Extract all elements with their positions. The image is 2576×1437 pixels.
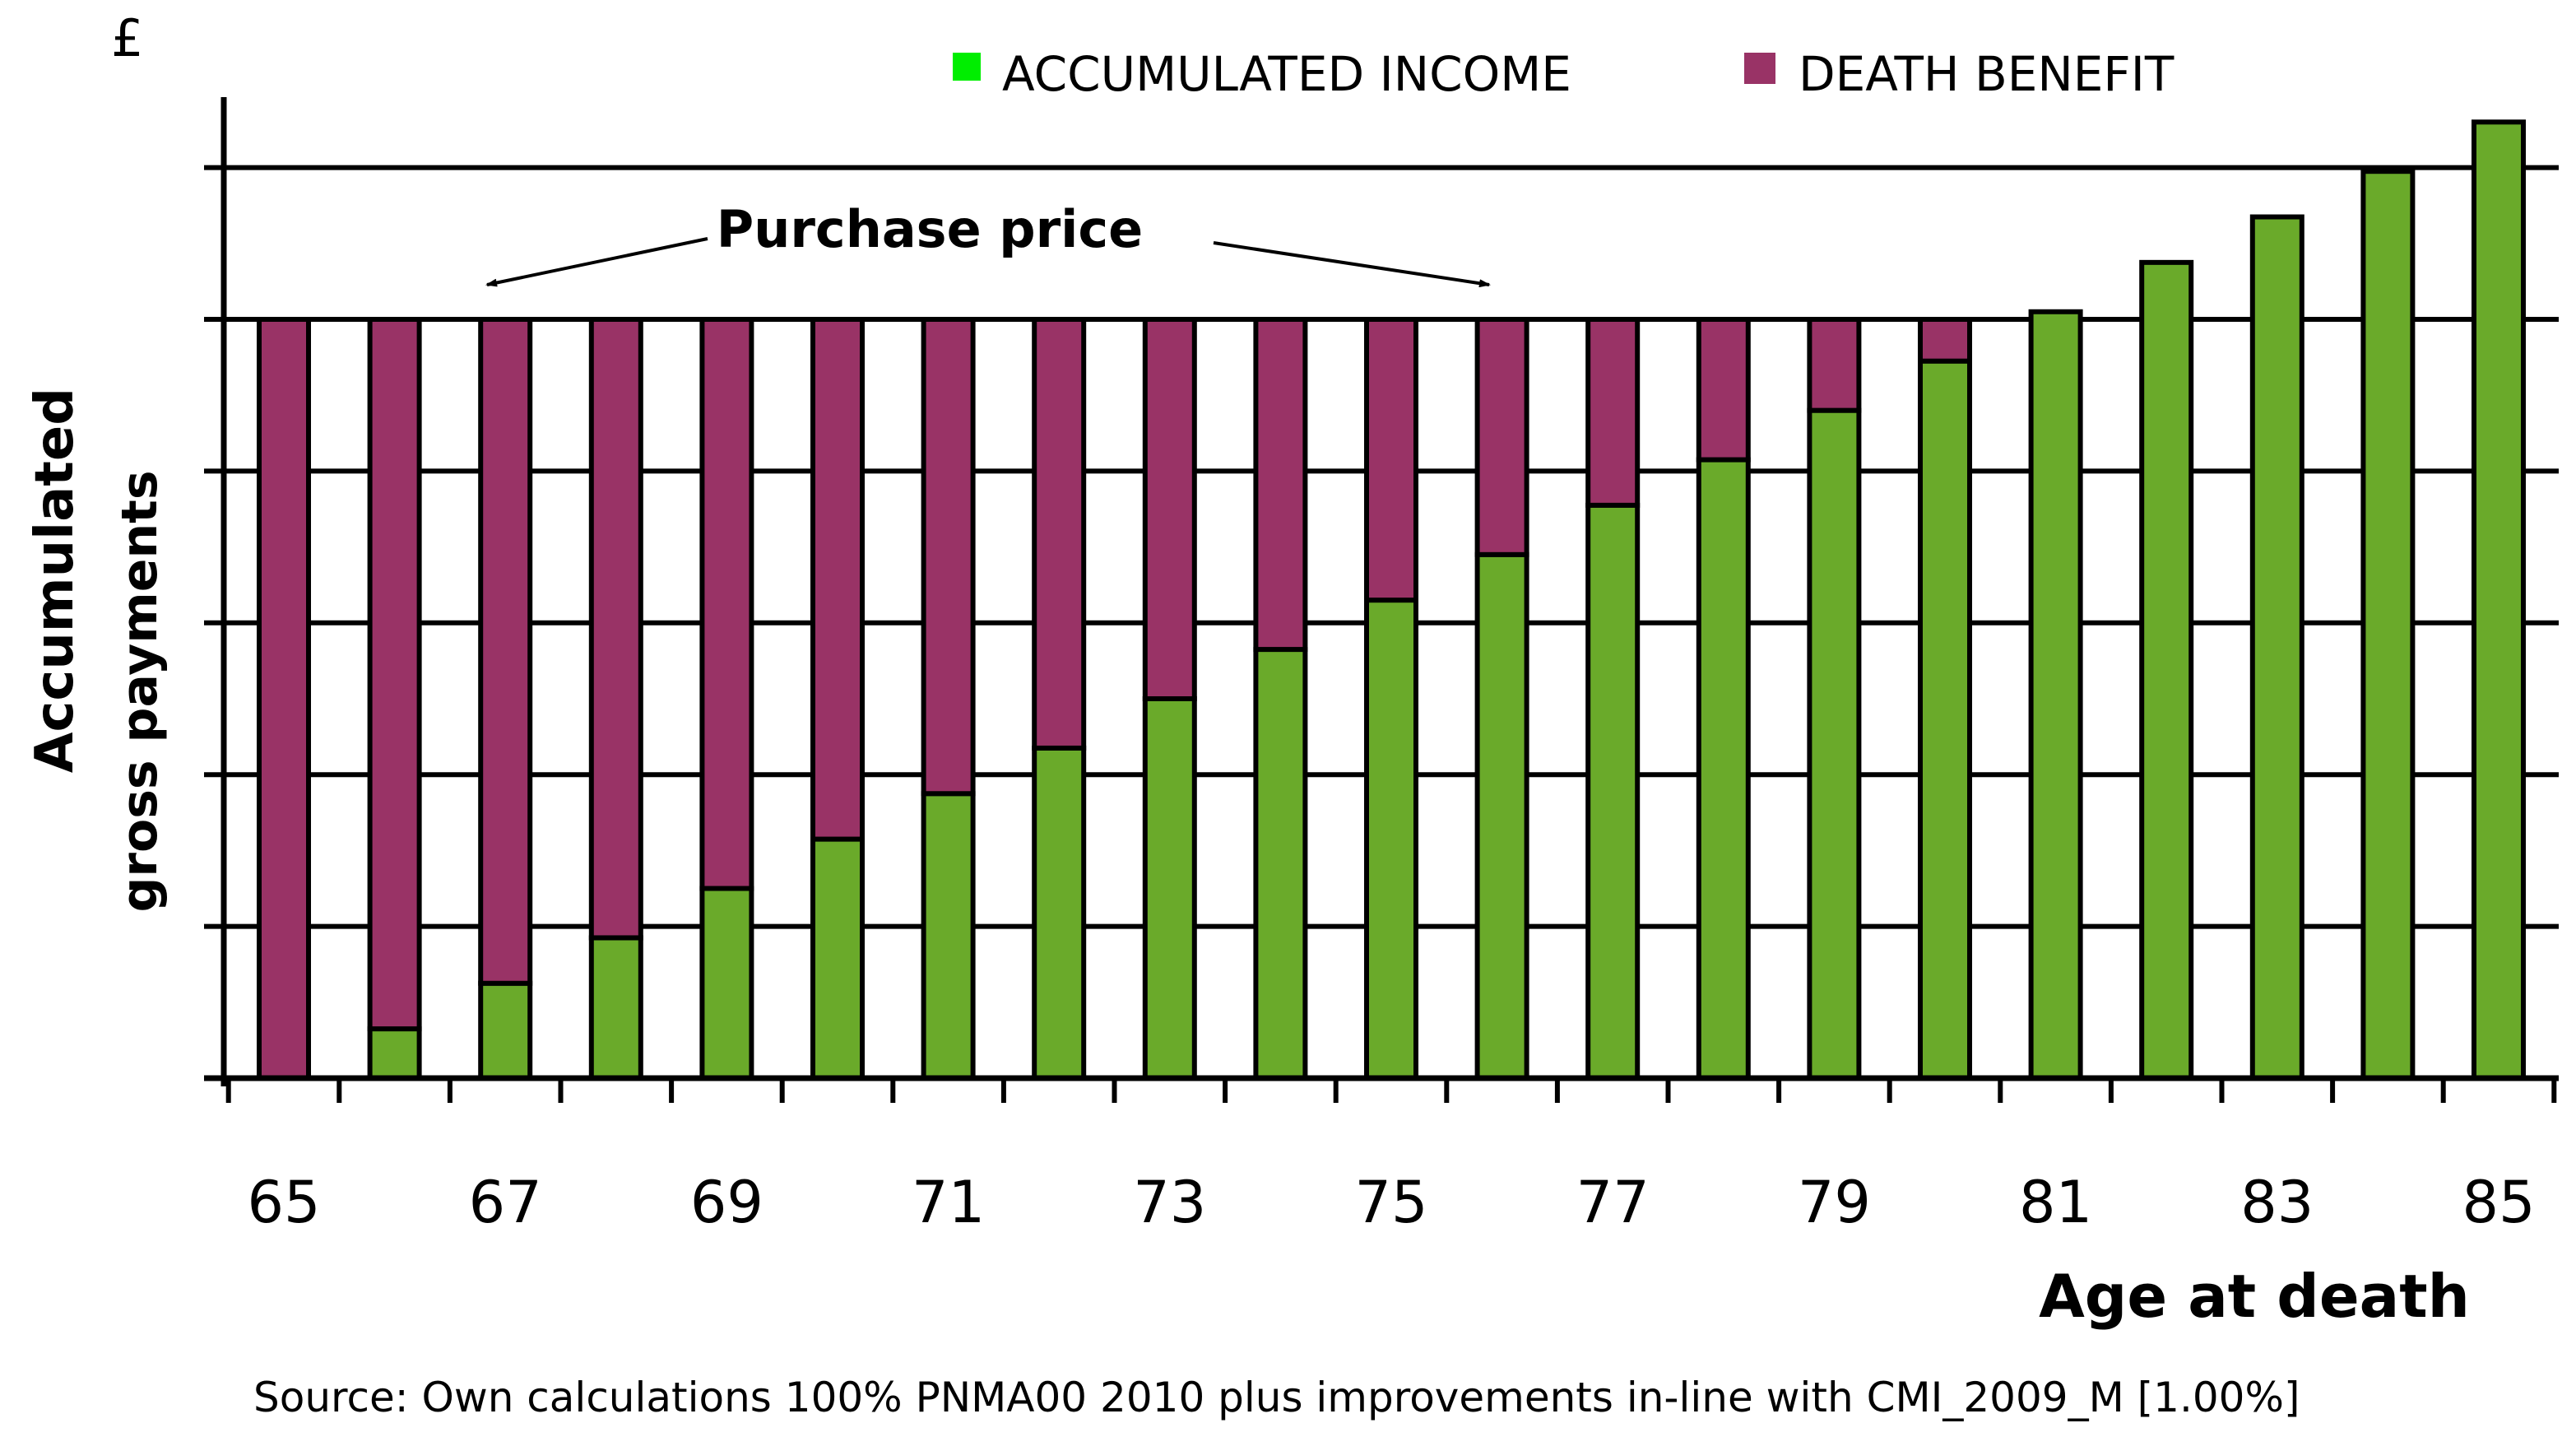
x-ticks (225, 1078, 2557, 1103)
y-axis-label-line1: Accumulated (25, 388, 86, 773)
bar-death-benefit-66 (367, 317, 422, 1032)
bar-income-76 (1474, 551, 1529, 1081)
bar-death-benefit-73 (1142, 317, 1197, 701)
legend-label-accumulated-income: ACCUMULATED INCOME (1002, 46, 1571, 102)
bar-death-benefit-70 (810, 317, 865, 842)
bar-income-80 (1918, 358, 1972, 1081)
bar-death-benefit-75 (1364, 317, 1418, 603)
x-tick-label-81: 81 (2019, 1169, 2092, 1236)
axes (204, 97, 2559, 1086)
bar-death-benefit-65 (257, 317, 311, 1081)
x-tick-label-73: 73 (1133, 1169, 1206, 1236)
source-note: Source: Own calculations 100% PNMA00 201… (253, 1374, 2300, 1421)
x-tick-label-77: 77 (1576, 1169, 1650, 1236)
bar-death-benefit-78 (1696, 317, 1751, 463)
bar-income-85 (2472, 119, 2526, 1081)
legend: ACCUMULATED INCOME DEATH BENEFIT (953, 46, 2175, 102)
x-tick-label-85: 85 (2462, 1169, 2535, 1236)
bar-death-benefit-76 (1474, 317, 1529, 557)
bar-death-benefit-68 (588, 317, 643, 941)
x-tick-label-83: 83 (2240, 1169, 2314, 1236)
bar-death-benefit-79 (1807, 317, 1862, 413)
bar-death-benefit-71 (921, 317, 976, 797)
bar-income-83 (2249, 214, 2304, 1081)
purchase-price-label: Purchase price (717, 199, 1143, 259)
bar-death-benefit-72 (1032, 317, 1087, 751)
bars (257, 119, 2526, 1081)
x-tick-label-71: 71 (912, 1169, 985, 1236)
bar-income-79 (1807, 407, 1862, 1081)
bar-income-73 (1142, 696, 1197, 1081)
x-tick-label-67: 67 (469, 1169, 542, 1236)
bar-income-77 (1585, 502, 1641, 1081)
x-axis-label: Age at death (2039, 1262, 2470, 1331)
bar-death-benefit-77 (1585, 317, 1641, 508)
bar-death-benefit-67 (478, 317, 533, 986)
x-tick-label-69: 69 (690, 1169, 764, 1236)
bar-income-67 (478, 980, 533, 1081)
currency-symbol: £ (111, 8, 143, 68)
legend-swatch-accumulated-income (953, 53, 981, 81)
bar-income-84 (2360, 169, 2416, 1081)
x-tick-label-79: 79 (1798, 1169, 1871, 1236)
bar-death-benefit-80 (1918, 317, 1972, 364)
bar-death-benefit-74 (1253, 317, 1308, 653)
bar-income-68 (588, 935, 643, 1081)
bar-income-69 (699, 886, 754, 1081)
bar-income-70 (810, 836, 865, 1081)
bar-income-66 (367, 1026, 422, 1081)
bar-income-75 (1364, 598, 1418, 1081)
purchase-price-annotation: Purchase price (485, 199, 1491, 288)
x-tick-label-75: 75 (1354, 1169, 1427, 1236)
bar-income-82 (2139, 259, 2194, 1081)
x-tick-labels: 65 67 69 71 73 75 77 79 81 83 85 (247, 1169, 2535, 1236)
bar-income-81 (2028, 309, 2083, 1081)
y-axis-label-line2: gross payments (111, 470, 169, 912)
bar-income-78 (1696, 457, 1751, 1081)
bar-death-benefit-69 (699, 317, 754, 891)
purchase-price-arrow-left (485, 237, 708, 287)
purchase-price-arrow-right (1213, 241, 1491, 288)
legend-label-death-benefit: DEATH BENEFIT (1799, 46, 2175, 102)
bar-income-72 (1032, 745, 1087, 1081)
x-tick-label-65: 65 (247, 1169, 320, 1236)
bar-income-74 (1253, 647, 1308, 1081)
legend-swatch-death-benefit (1744, 53, 1775, 84)
bar-income-71 (921, 791, 976, 1081)
